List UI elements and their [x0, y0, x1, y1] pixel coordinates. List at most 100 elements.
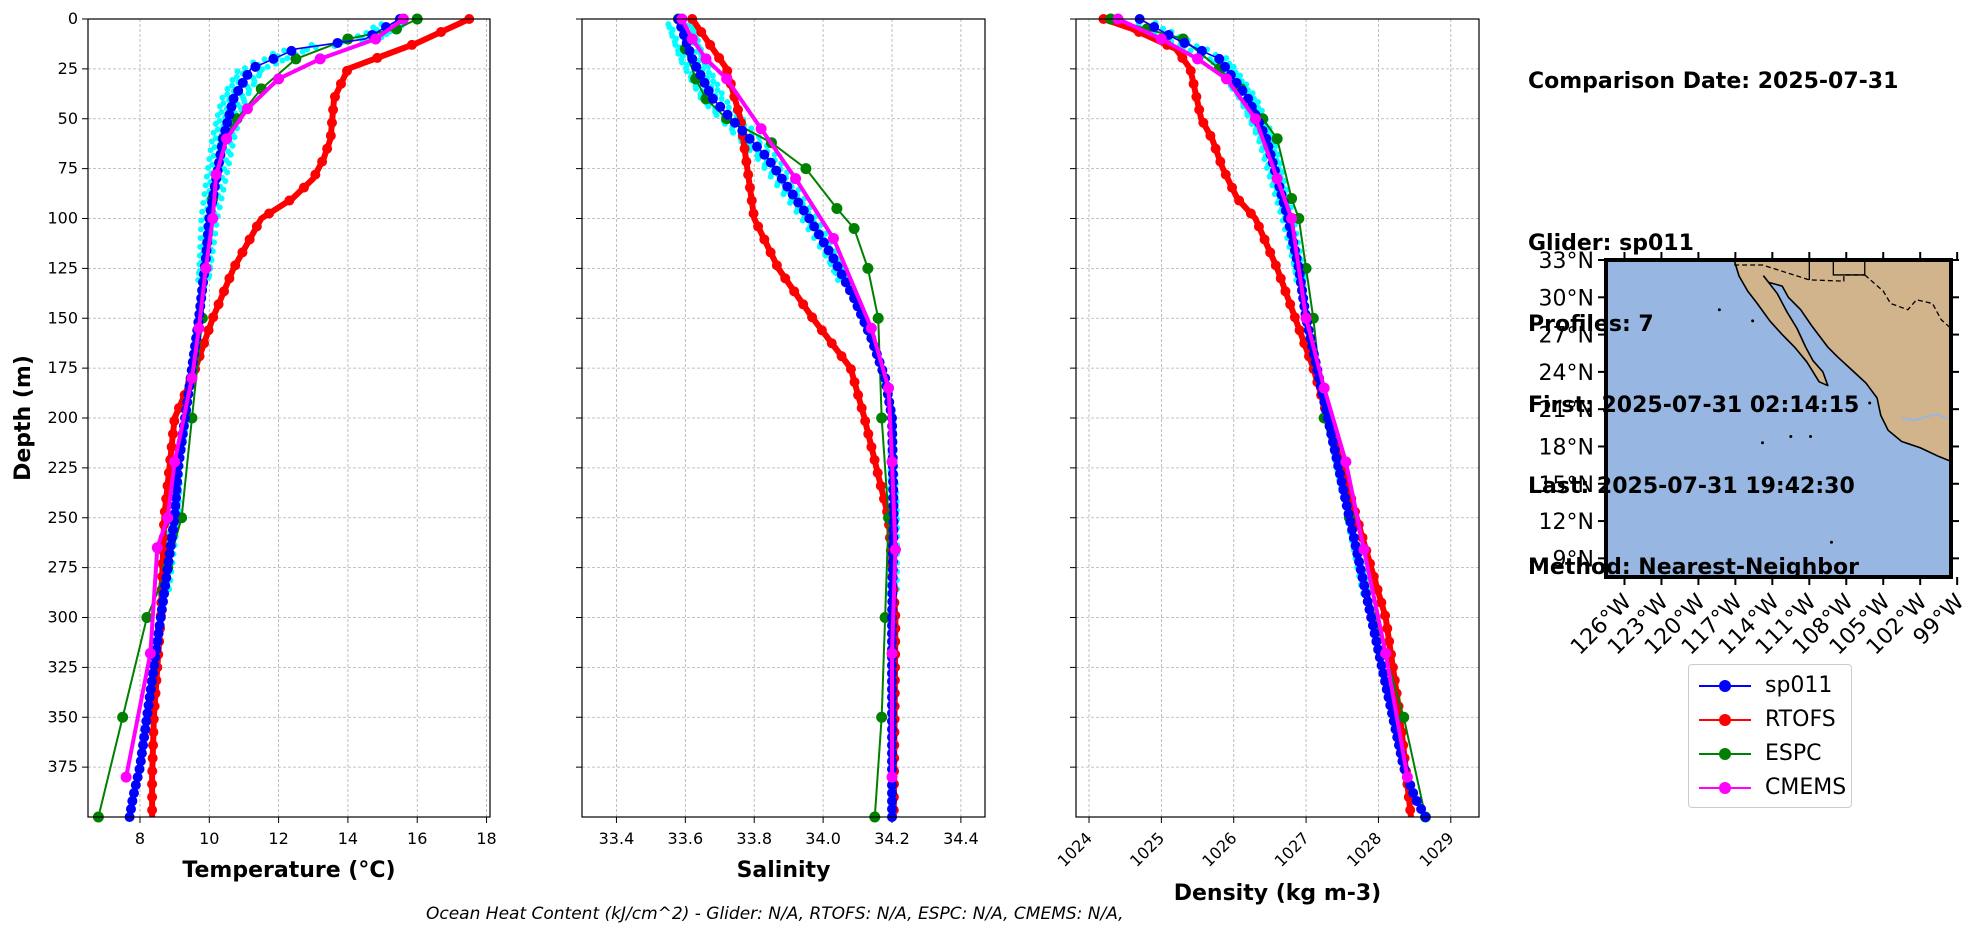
glider-raw-point [1249, 90, 1256, 97]
series-point-rtofs [845, 364, 856, 375]
glider-raw-point [692, 85, 699, 92]
series-point-sp011 [164, 548, 175, 559]
series-point-sp011 [1381, 684, 1392, 695]
series-point-sp011 [145, 684, 156, 695]
series-point-rtofs [1259, 234, 1270, 245]
series-point-sp011 [1348, 532, 1359, 543]
series-point-sp011 [1380, 676, 1391, 687]
series-point-sp011 [809, 221, 820, 232]
series-point-rtofs [147, 805, 158, 816]
series-point-rtofs [759, 234, 770, 245]
series-point-cmems [1155, 33, 1167, 45]
legend-label-sp011: sp011 [1765, 673, 1833, 698]
y-tick-label: 350 [47, 707, 78, 726]
glider-raw-point [197, 235, 204, 242]
series-point-rtofs [1280, 286, 1291, 297]
series-point-cmems [1318, 382, 1330, 394]
series-point-sp011 [1237, 85, 1248, 96]
series-point-sp011 [1364, 604, 1375, 615]
series-point-sp011 [242, 69, 253, 80]
series-point-rtofs [1384, 636, 1395, 647]
series-point-rtofs [213, 299, 224, 310]
x-tick-label: 1026 [1198, 828, 1240, 870]
glider-raw-point [786, 199, 793, 206]
glider-raw-point [710, 78, 717, 85]
series-point-sp011 [161, 572, 172, 583]
series-point-sp011 [166, 532, 177, 543]
series-point-sp011 [125, 804, 136, 815]
series-point-espc [1271, 133, 1283, 145]
y-tick-label: 50 [58, 109, 78, 128]
series-point-rtofs [741, 156, 752, 167]
series-point-sp011 [153, 628, 164, 639]
series-point-cmems [151, 542, 163, 554]
glider-raw-point [1258, 147, 1265, 154]
series-point-sp011 [128, 788, 139, 799]
series-point-sp011 [171, 492, 182, 503]
map-lat-label: 18°N [1539, 435, 1594, 460]
glider-raw-point [761, 164, 768, 171]
series-point-rtofs [856, 403, 867, 414]
series-point-sp011 [832, 261, 843, 272]
series-point-sp011 [148, 668, 159, 679]
y-tick-label: 125 [47, 258, 78, 277]
glider-raw-point [748, 125, 755, 132]
series-point-rtofs [1227, 182, 1238, 193]
glider-raw-point [714, 87, 721, 94]
series-point-sp011 [782, 181, 793, 192]
glider-raw-point [264, 63, 271, 70]
x-tick-label: 1028 [1343, 828, 1385, 870]
map-lake [1901, 413, 1948, 422]
x-axis-label: Temperature (°C) [182, 858, 395, 883]
series-point-rtofs [849, 377, 860, 388]
series-point-sp011 [332, 37, 343, 48]
x-tick-label: 34.2 [874, 829, 910, 848]
series-point-rtofs [284, 195, 295, 206]
series-point-sp011 [1231, 77, 1242, 88]
series-point-rtofs [328, 104, 339, 115]
glider-raw-point [1269, 182, 1276, 189]
series-point-espc [872, 312, 884, 324]
series-point-espc [831, 203, 843, 215]
series-point-espc [141, 612, 153, 623]
series-point-cmems [886, 456, 898, 468]
glider-raw-point [767, 173, 774, 180]
glider-raw-point [250, 81, 257, 88]
series-point-cmems [207, 213, 219, 224]
series-point-rtofs [264, 208, 275, 219]
glider-raw-point [1264, 164, 1271, 171]
series-point-sp011 [144, 692, 155, 703]
series-point-cmems [1192, 53, 1204, 65]
series-point-rtofs [244, 234, 255, 245]
legend-swatch-cmems [1699, 782, 1751, 794]
series-point-rtofs [1253, 221, 1264, 232]
series-point-cmems [1340, 456, 1352, 468]
series-point-rtofs [1376, 597, 1387, 608]
series-point-sp011 [222, 117, 233, 128]
series-point-rtofs [807, 312, 818, 323]
method: Method: Nearest-Neighbor [1528, 555, 1859, 580]
y-tick-label: 225 [47, 458, 78, 477]
series-point-cmems [755, 123, 767, 135]
series-point-rtofs [732, 104, 743, 115]
series-point-sp011 [1345, 516, 1356, 527]
y-tick-label: 275 [47, 558, 78, 577]
series-point-sp011 [699, 77, 710, 88]
y-tick-label: 150 [47, 308, 78, 327]
series-point-sp011 [1366, 612, 1377, 623]
series-point-sp011 [167, 524, 178, 535]
glider-raw-point [793, 208, 800, 215]
series-point-sp011 [1327, 436, 1338, 447]
series-point-sp011 [737, 125, 748, 136]
series-point-sp011 [143, 700, 154, 711]
glider-raw-point [1275, 151, 1282, 158]
series-point-cmems [169, 456, 181, 468]
y-tick-label: 250 [47, 508, 78, 527]
glider-raw-point [730, 129, 737, 136]
series-point-rtofs [1285, 299, 1296, 310]
series-point-rtofs [326, 117, 337, 128]
series-point-sp011 [226, 101, 237, 112]
series-point-sp011 [1411, 796, 1422, 807]
series-point-sp011 [172, 476, 183, 487]
glider-raw-point [675, 50, 682, 57]
